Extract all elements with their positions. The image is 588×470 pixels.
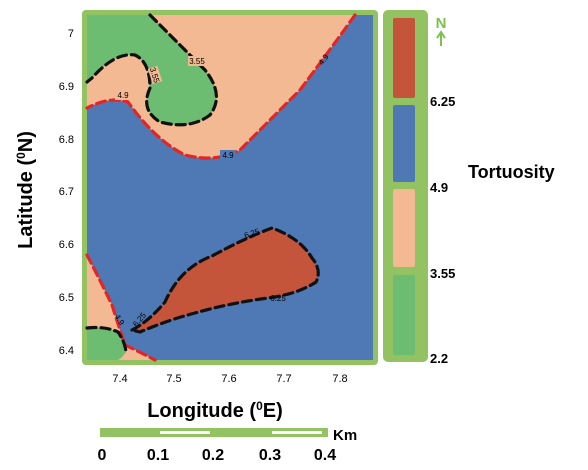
legend-swatch-low bbox=[393, 275, 415, 355]
legend-value: 6.25 bbox=[430, 94, 455, 109]
legend-swatch-mid-high bbox=[393, 105, 415, 182]
legend-swatch-mid-low bbox=[393, 189, 415, 267]
legend-frame bbox=[383, 10, 428, 362]
contour-label: 3.55 bbox=[189, 57, 205, 66]
legend-title: Tortuosity bbox=[468, 162, 555, 182]
contour-label: 6.25 bbox=[270, 294, 286, 303]
scale-bar-label: 0 bbox=[98, 447, 107, 464]
scale-bar-label: 0.4 bbox=[314, 447, 336, 464]
scale-bar-label: 0.1 bbox=[147, 447, 169, 464]
north-arrow-label: N bbox=[436, 15, 447, 32]
legend-value: 2.2 bbox=[430, 351, 448, 366]
legend-value: 3.55 bbox=[430, 266, 455, 281]
y-tick-labels: 7 6.9 6.8 6.7 6.6 6.5 6.4 bbox=[59, 28, 74, 357]
zone-high bbox=[132, 228, 319, 332]
contour-3-55-top bbox=[85, 13, 218, 127]
y-tick-label: 7 bbox=[68, 28, 74, 40]
contour-6-25 bbox=[127, 226, 320, 334]
scale-bar: Km 0 0.1 0.2 0.3 0.4 bbox=[98, 427, 358, 464]
y-tick-label: 6.8 bbox=[59, 134, 74, 146]
y-tick-label: 6.4 bbox=[59, 345, 74, 357]
contour-3-55-bottom bbox=[85, 325, 128, 354]
x-tick-label: 7.7 bbox=[276, 373, 291, 385]
scale-bar-unit: Km bbox=[333, 427, 357, 444]
scale-bar-label: 0.3 bbox=[259, 447, 281, 464]
x-tick-label: 7.8 bbox=[332, 373, 347, 385]
x-axis-title: Longitude (0E) bbox=[147, 399, 283, 422]
legend-value: 4.9 bbox=[430, 180, 448, 195]
contour-label: 4.9 bbox=[222, 151, 234, 160]
x-tick-label: 7.6 bbox=[221, 373, 236, 385]
scale-bar-label: 0.2 bbox=[202, 447, 224, 464]
x-tick-label: 7.5 bbox=[166, 373, 181, 385]
contour-label: 4.9 bbox=[117, 91, 129, 100]
contour-4-9-bottom bbox=[85, 253, 157, 362]
legend-swatch-high bbox=[393, 18, 415, 98]
y-tick-label: 6.7 bbox=[59, 186, 74, 198]
y-tick-label: 6.9 bbox=[59, 81, 74, 93]
zone-low-bottom bbox=[87, 327, 126, 360]
x-tick-labels: 7.4 7.5 7.6 7.7 7.8 bbox=[112, 373, 347, 385]
y-axis-title: Latitude (0N) bbox=[14, 131, 37, 249]
y-tick-label: 6.5 bbox=[59, 292, 74, 304]
y-tick-label: 6.6 bbox=[59, 239, 74, 251]
north-arrow: N bbox=[436, 15, 447, 46]
x-tick-label: 7.4 bbox=[112, 373, 127, 385]
